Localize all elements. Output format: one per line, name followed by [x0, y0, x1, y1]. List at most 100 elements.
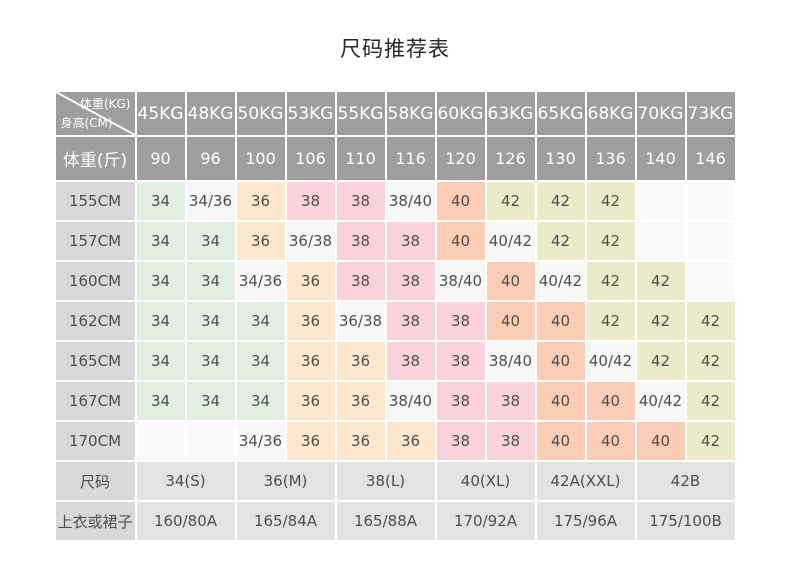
size-cell: 40: [484, 260, 537, 302]
size-cell: 42: [484, 180, 537, 222]
weight-kg-cell: 50KG: [234, 90, 287, 137]
weight-jin-cell: 110: [334, 135, 387, 182]
height-label: 157CM: [53, 220, 137, 262]
size-cell: 34/36: [234, 420, 287, 462]
size-cell: 40: [484, 300, 537, 342]
size-cell: 42: [684, 380, 737, 422]
size-cell: 34: [184, 220, 237, 262]
size-cell: 36: [284, 380, 337, 422]
size-cell: 34: [234, 300, 287, 342]
size-cell: 38: [434, 300, 487, 342]
size-cell: [684, 220, 737, 262]
size-cell: 38: [484, 380, 537, 422]
height-label: 160CM: [53, 260, 137, 302]
weight-jin-cell: 120: [434, 135, 487, 182]
weight-jin-header-row: 体重(斤) 90 96 100 106 110 116 120 126 130 136 140 146: [53, 135, 737, 182]
weight-jin-label: 体重(斤): [53, 135, 137, 182]
size-cell: [184, 420, 237, 462]
weight-kg-cell: 68KG: [584, 90, 637, 137]
size-cell: 34: [234, 380, 287, 422]
size-cell: 38: [334, 260, 387, 302]
weight-kg-cell: 60KG: [434, 90, 487, 137]
weight-jin-cell: 100: [234, 135, 287, 182]
garment-size-cell: 175/100B: [634, 500, 737, 542]
size-cell: [684, 180, 737, 222]
weight-kg-cell: 70KG: [634, 90, 687, 137]
size-cell: 34/36: [234, 260, 287, 302]
size-cell: 34: [184, 260, 237, 302]
size-cell: 34: [134, 180, 187, 222]
size-cell: 42: [634, 260, 687, 302]
weight-kg-cell: 65KG: [534, 90, 587, 137]
weight-jin-cell: 130: [534, 135, 587, 182]
size-cell: 36: [284, 420, 337, 462]
size-cell: [634, 220, 687, 262]
size-cell: 38: [284, 180, 337, 222]
size-cell: 42: [584, 300, 637, 342]
size-cell: 36: [334, 420, 387, 462]
weight-jin-cell: 140: [634, 135, 687, 182]
size-cell: 38/40: [434, 260, 487, 302]
size-cell: 38: [384, 300, 437, 342]
size-cell: 34: [134, 260, 187, 302]
size-cell: 40: [534, 380, 587, 422]
corner-cell: 体重(KG) 身高(CM): [53, 90, 137, 137]
weight-jin-cell: 116: [384, 135, 437, 182]
size-cell: 34: [184, 300, 237, 342]
size-cell: 40/42: [534, 260, 587, 302]
size-cell: 38: [384, 260, 437, 302]
size-cell: 36: [234, 180, 287, 222]
size-cell: 42: [534, 220, 587, 262]
size-range-cell: 42B: [634, 460, 737, 502]
height-row: 170CM 34/36 36 36 36 38 38 40 40 40 42: [53, 420, 737, 462]
garment-footer-row: 上衣或裙子 160/80A 165/84A 165/88A 170/92A 175/96…: [53, 500, 737, 542]
size-cell: 34: [134, 220, 187, 262]
size-cell: 38: [434, 380, 487, 422]
garment-size-cell: 170/92A: [434, 500, 537, 542]
size-cell: [684, 260, 737, 302]
size-range-cell: 40(XL): [434, 460, 537, 502]
weight-kg-cell: 73KG: [684, 90, 737, 137]
height-label: 170CM: [53, 420, 137, 462]
size-cell: 36: [284, 300, 337, 342]
weight-kg-cell: 58KG: [384, 90, 437, 137]
size-cell: 40/42: [634, 380, 687, 422]
height-row: 155CM 34 34/36 36 38 38 38/40 40 42 42 42: [53, 180, 737, 222]
weight-jin-cell: 96: [184, 135, 237, 182]
size-cell: 40: [534, 340, 587, 382]
weight-kg-header-row: 体重(KG) 身高(CM) 45KG 48KG 50KG 53KG 55KG 58KG 60…: [53, 90, 737, 137]
size-cell: 36: [384, 420, 437, 462]
page-title: 尺码推荐表: [340, 37, 450, 61]
size-cell: 42: [584, 220, 637, 262]
height-row: 167CM 34 34 34 36 36 38/40 38 38 40 40 40/42 42: [53, 380, 737, 422]
size-cell: 38: [384, 340, 437, 382]
size-cell: 42: [534, 180, 587, 222]
size-cell: 38: [484, 420, 537, 462]
size-cell: 42: [684, 420, 737, 462]
weight-kg-cell: 53KG: [284, 90, 337, 137]
size-range-cell: 42A(XXL): [534, 460, 637, 502]
size-cell: 40: [434, 220, 487, 262]
size-cell: 34: [134, 340, 187, 382]
weight-jin-cell: 106: [284, 135, 337, 182]
weight-jin-cell: 146: [684, 135, 737, 182]
weight-kg-cell: 55KG: [334, 90, 387, 137]
weight-jin-cell: 136: [584, 135, 637, 182]
size-cell: 36/38: [284, 220, 337, 262]
size-cell: 40: [634, 420, 687, 462]
height-label: 155CM: [53, 180, 137, 222]
garment-row-label: 上衣或裙子: [53, 500, 137, 542]
size-cell: [634, 180, 687, 222]
size-footer-row: 尺码 34(S) 36(M) 38(L) 40(XL) 42A(XXL) 42B: [53, 460, 737, 502]
height-rows-body: 155CM 34 34/36 36 38 38 38/40 40 42 42 42 157CM 34 34…: [53, 180, 737, 462]
size-cell: 42: [684, 340, 737, 382]
size-range-cell: 36(M): [234, 460, 337, 502]
garment-size-cell: 160/80A: [134, 500, 237, 542]
size-cell: 38: [334, 180, 387, 222]
size-cell: 36: [284, 340, 337, 382]
size-cell: 36: [334, 340, 387, 382]
diagonal-divider-line: [56, 93, 134, 134]
size-cell: 34/36: [184, 180, 237, 222]
garment-size-cell: 165/84A: [234, 500, 337, 542]
